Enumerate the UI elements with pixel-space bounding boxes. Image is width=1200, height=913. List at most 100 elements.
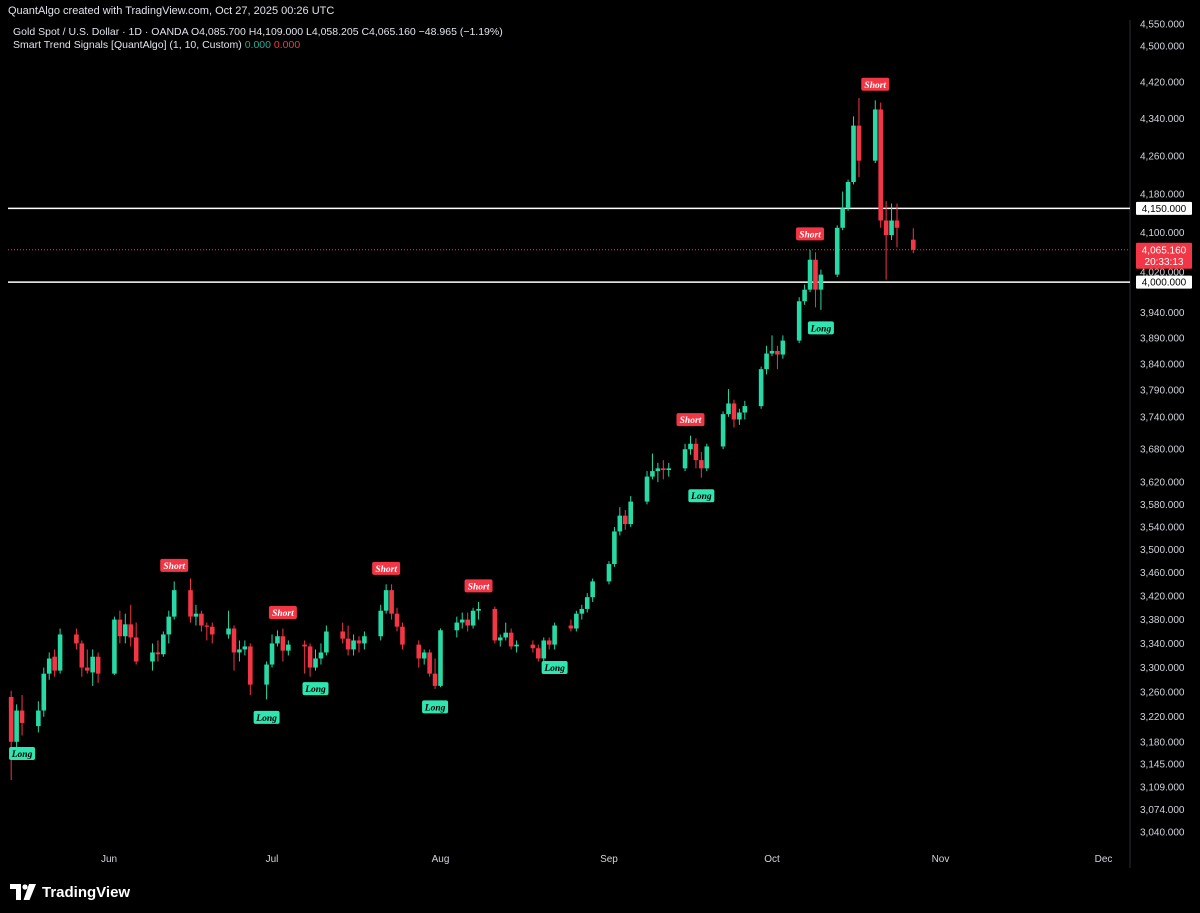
candle-body [95,656,101,674]
candle-body [400,626,405,645]
symbol-ohlc-line: Gold Spot / U.S. Dollar · 1D · OANDA O4,… [13,26,503,38]
y-tick-label: 3,074.000 [1140,805,1185,816]
candle-body [856,125,862,161]
candle-body [438,630,443,686]
y-tick-label: 3,680.000 [1140,445,1185,456]
candle-body [492,608,498,641]
chart-credit-bar: QuantAlgo created with TradingView.com, … [0,0,1200,20]
candle-body [807,259,813,290]
tradingview-brand: TradingView [10,882,130,902]
y-tick-label: 3,620.000 [1140,478,1185,489]
candle-body [383,590,389,611]
x-tick-label: Nov [932,854,950,865]
candle-body [302,644,307,647]
indicator-name: Smart Trend Signals [QuantAlgo] (1, 10, … [13,39,242,51]
bar-countdown: 20:33:13 [1145,257,1184,268]
long-signal-label: Long [424,703,446,713]
candle-body [345,638,351,650]
level-price-label: 4,150.000 [1142,204,1187,215]
candle-body [340,631,345,639]
short-signal-label: Short [163,562,185,572]
y-tick-label: 3,180.000 [1140,737,1185,748]
candle-body [79,643,85,668]
long-signal-badge [253,710,280,724]
y-tick-label: 3,580.000 [1140,500,1185,511]
candle-body [155,652,161,655]
long-signal-badge [541,660,568,674]
candle-body [307,646,313,668]
level-price-label: 4,000.000 [1142,278,1187,289]
candle-body [552,625,557,645]
brand-name: TradingView [42,883,131,901]
candle-body [286,644,291,651]
candle-body [769,350,775,354]
candle-body [19,710,25,723]
candle-body [910,239,916,250]
candle-body [584,597,590,609]
candle-body [313,658,318,668]
candle-body [470,610,476,626]
candle-body [209,626,215,635]
short-signal-label: Short [680,416,702,426]
candle-body [666,468,672,470]
candle-body [117,619,123,637]
long-signal-label: Long [690,492,712,502]
x-tick-label: Sep [600,854,618,865]
level-price-tag [1136,275,1192,289]
candle-body [237,649,242,653]
candle-body [351,640,356,650]
last-price-tag [1136,242,1192,269]
indicator-line: Smart Trend Signals [QuantAlgo] (1, 10, … [13,39,503,52]
candle-body [872,109,878,161]
y-tick-label: 4,100.000 [1140,228,1185,239]
y-tick-label: 3,220.000 [1140,712,1185,723]
candle-body [199,613,204,626]
y-tick-label: 3,840.000 [1140,359,1185,370]
y-tick-label: 3,260.000 [1140,688,1185,699]
candle-body [8,698,9,708]
long-signal-badge [9,746,36,760]
candle-body [84,667,90,671]
candle-body [536,648,541,659]
short-signal-badge [160,558,189,572]
candle-body [264,664,269,685]
y-tick-label: 3,145.000 [1140,759,1185,770]
candle-body [688,443,693,450]
short-signal-label: Short [864,81,886,91]
candle-body [802,289,807,302]
candle-body [883,220,889,236]
candle-body [36,710,41,727]
candle-body [133,637,139,662]
candle-body [193,613,199,617]
y-tick-label: 3,500.000 [1140,545,1185,556]
chart-legend: Gold Spot / U.S. Dollar · 1D · OANDA O4,… [13,26,503,52]
long-signal-badge [422,700,449,714]
chart-frame[interactable] [8,20,1193,868]
short-signal-label: Short [375,565,397,575]
candle-body [123,624,128,637]
short-signal-badge [861,77,890,91]
candle-body [780,340,786,355]
candle-body [427,652,432,674]
short-signal-badge [372,561,401,575]
candle-body [8,696,14,742]
candle-body [737,412,742,420]
candle-body [568,625,574,629]
short-signal-label: Short [468,582,490,592]
candle-body [617,515,623,532]
candle-body [622,515,628,525]
candle-body [530,644,536,649]
candle-body [813,259,818,290]
candle-body [650,471,655,477]
candle-body [661,468,666,470]
long-signal-label: Long [11,750,33,760]
long-signal-badge [807,321,834,335]
candle-body [574,613,579,629]
y-tick-label: 3,540.000 [1140,522,1185,533]
candle-body [247,646,253,685]
candle-body [204,625,210,627]
short-signal-badge [676,413,705,427]
candle-body [269,643,275,665]
candle-body [742,406,748,413]
